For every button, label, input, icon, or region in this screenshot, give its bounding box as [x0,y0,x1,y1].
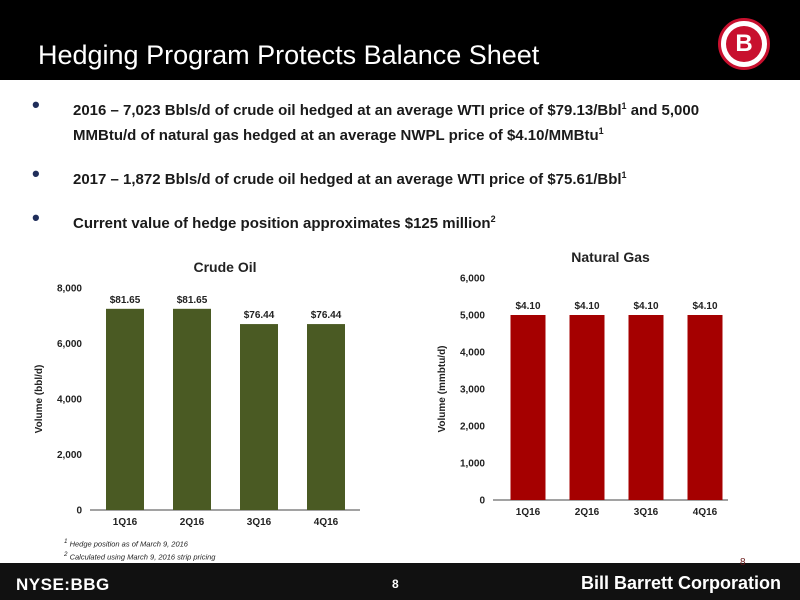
natural-gas-chart: Natural Gas Volume (mmbtu/d) 0 1,000 2,000 3,… [408,244,748,529]
footer-bar: NYSE:BBG 8 8 Bill Barrett Corporation [0,557,800,600]
data-label: $81.65 [177,295,208,306]
footnote-1-mark: 1 [64,538,68,545]
x-tick-label: 1Q16 [113,517,138,528]
bar [687,315,723,500]
bullet-text: Current value of hedge position approxim… [73,215,491,232]
bar [106,308,144,510]
footnote-1: 1 Hedge position as of March 9, 2016 [64,537,215,550]
data-label: $4.10 [692,301,717,312]
footnote-marker: 2 [490,214,496,224]
header-bar: Hedging Program Protects Balance Sheet B [0,0,800,80]
data-label: $4.10 [574,301,599,312]
data-label: $81.65 [110,295,141,306]
footnote-2-text: Calculated using March 9, 2016 strip pri… [67,552,216,561]
y-tick-label: 3,000 [460,385,485,396]
y-tick-label: 1,000 [460,459,485,470]
x-tick-label: 1Q16 [516,507,541,518]
page-number-ghost: 8 [740,557,746,568]
chart-title: Crude Oil [193,259,256,275]
y-tick-label: 5,000 [460,311,485,322]
data-label: $76.44 [244,310,275,321]
x-tick-label: 4Q16 [693,507,718,518]
natural-gas-chart-svg: Natural Gas Volume (mmbtu/d) 0 1,000 2,000 3,… [437,249,728,518]
x-tick-label: 3Q16 [634,507,659,518]
ticker-symbol: NYSE:BBG [16,575,110,594]
footnote-1-text: Hedge position as of March 9, 2016 [67,539,188,549]
bar [569,315,605,500]
footnote-marker: 1 [621,170,627,180]
x-tick-label: 3Q16 [247,517,272,528]
page-title: Hedging Program Protects Balance Sheet [38,40,540,70]
footnote-marker: 1 [621,101,627,111]
x-tick-label: 4Q16 [314,517,339,528]
page-number: 8 [392,577,399,591]
x-tick-label: 2Q16 [575,507,600,518]
y-tick-label: 0 [479,496,485,507]
y-tick-label: 0 [76,506,82,517]
bullet-list: • 2016 – 7,023 Bbls/d of crude oil hedge… [28,92,748,253]
y-tick-label: 8,000 [57,284,82,295]
bar [510,315,546,500]
footnote-marker: 1 [598,126,604,136]
data-label: $4.10 [515,301,540,312]
company-name: Bill Barrett Corporation [581,573,782,593]
bar [240,324,278,510]
crude-oil-chart: Crude Oil Volume (bbl/d) 0 2,000 4,000 6,000 8… [20,250,380,535]
logo-letter: B [726,26,762,62]
footnotes: 1 Hedge position as of March 9, 2016 2 C… [64,537,215,562]
bar [307,324,345,510]
company-logo: B [718,18,770,70]
data-label: $76.44 [311,310,342,321]
data-label: $4.10 [633,301,658,312]
x-tick-label: 2Q16 [180,517,205,528]
bullet-item: • Current value of hedge position approx… [28,205,748,234]
bullet-item: • 2016 – 7,023 Bbls/d of crude oil hedge… [28,92,748,146]
footnote-2: 2 Calculated using March 9, 2016 strip p… [64,550,215,563]
y-tick-label: 2,000 [460,422,485,433]
bullet-item: • 2017 – 1,872 Bbls/d of crude oil hedge… [28,161,748,190]
bullet-text: 2017 – 1,872 Bbls/d of crude oil hedged … [73,171,622,188]
crude-oil-chart-svg: Crude Oil Volume (bbl/d) 0 2,000 4,000 6,000 8… [34,259,360,528]
y-tick-label: 2,000 [57,450,82,461]
chart-title: Natural Gas [571,249,650,265]
bar [628,315,664,500]
bullet-dot-icon: • [32,205,40,230]
y-tick-label: 6,000 [57,339,82,350]
y-axis-label: Volume (mmbtu/d) [437,345,448,432]
footnote-2-mark: 2 [64,550,68,558]
y-axis-label: Volume (bbl/d) [34,365,45,434]
bullet-text: 2016 – 7,023 Bbls/d of crude oil hedged … [73,102,622,119]
y-tick-label: 6,000 [460,274,485,285]
bar [173,308,211,510]
bullet-text-cont: and 5,000 MMBtu/d of natural gas hedged … [73,102,700,144]
bullet-dot-icon: • [32,161,40,186]
bullet-dot-icon: • [32,92,40,117]
y-tick-label: 4,000 [57,395,82,406]
y-tick-label: 4,000 [460,348,485,359]
